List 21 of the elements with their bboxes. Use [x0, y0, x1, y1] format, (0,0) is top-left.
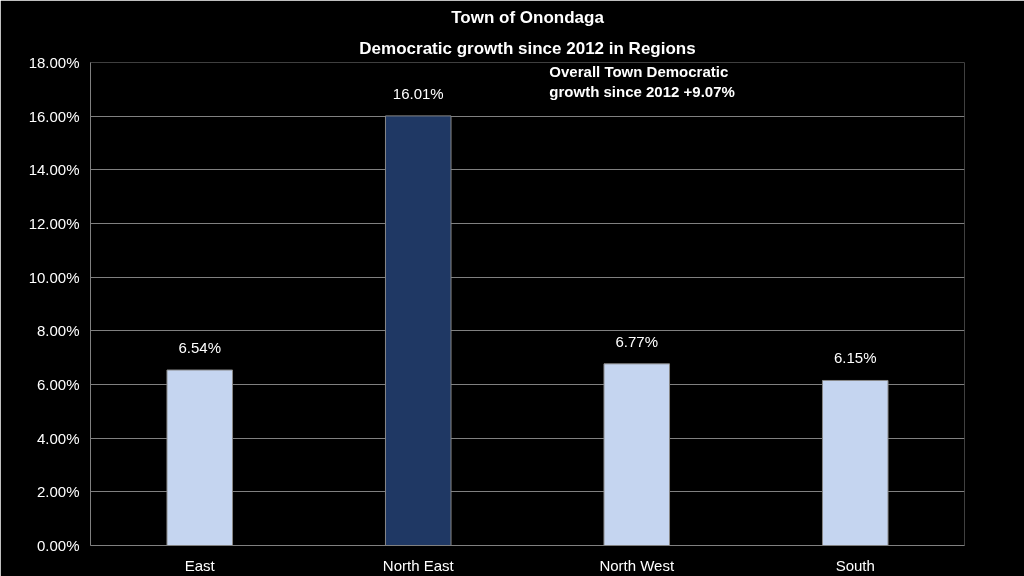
x-tick-label: North West — [599, 556, 675, 574]
y-tick-label: 10.00% — [28, 268, 80, 286]
data-label: 6.15% — [833, 349, 877, 367]
y-tick-label: 0.00% — [36, 537, 80, 554]
x-tick-label: South — [835, 556, 875, 574]
y-tick-label: 16.00% — [28, 107, 80, 125]
data-label: 16.01% — [392, 84, 444, 102]
annotation: Overall Town Democratic growth since 2012 +9.07% — [549, 62, 735, 100]
data-label: 6.77% — [615, 332, 659, 350]
y-tick-label: 4.00% — [36, 429, 80, 447]
chart-subtitle: Democratic growth since 2012 in Regions — [359, 38, 696, 58]
x-tick-label: North East — [382, 556, 455, 574]
y-tick-label: 8.00% — [36, 322, 80, 340]
chart-title: Town of Onondaga — [451, 7, 605, 27]
x-tick-label: East — [184, 556, 216, 574]
data-label: 6.54% — [178, 339, 222, 357]
y-tick-label: 2.00% — [36, 483, 80, 501]
y-tick-label: 14.00% — [28, 161, 80, 179]
y-tick-label: 6.00% — [36, 376, 80, 393]
y-tick-label: 18.00% — [28, 54, 80, 71]
y-tick-label: 12.00% — [28, 215, 80, 232]
